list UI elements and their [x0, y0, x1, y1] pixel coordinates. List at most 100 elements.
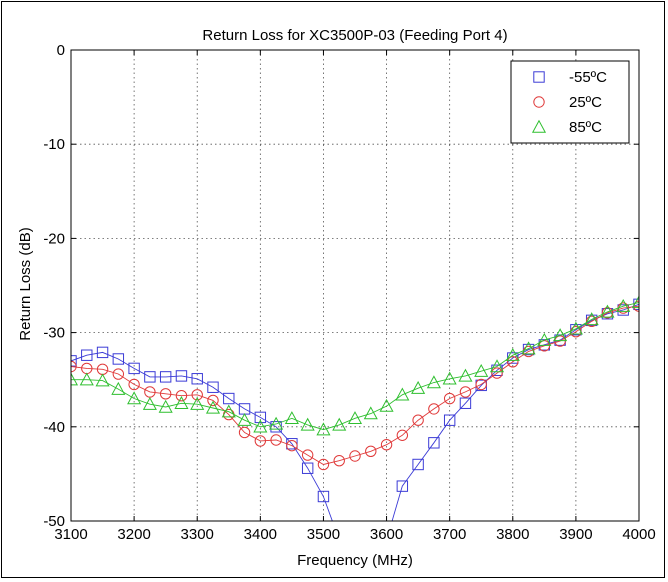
x-tick-label: 3600 — [370, 526, 403, 543]
data-point — [207, 394, 219, 407]
data-point — [507, 356, 519, 368]
data-point — [347, 411, 363, 425]
data-point — [412, 414, 424, 426]
data-point — [142, 396, 157, 410]
data-point — [316, 422, 331, 436]
data-point — [396, 480, 409, 492]
data-point — [443, 414, 456, 426]
data-point — [111, 381, 126, 395]
x-tick-label: 3700 — [433, 526, 466, 543]
x-tick-label: 3900 — [559, 526, 592, 543]
data-point — [270, 434, 282, 446]
y-tick-label: -30 — [43, 325, 65, 342]
y-axis-label: Return Loss (dB) — [17, 227, 34, 340]
data-point — [317, 458, 330, 471]
data-point — [537, 332, 552, 346]
x-tick-label: 3800 — [496, 526, 529, 543]
data-point — [505, 347, 520, 361]
x-tick-label: 3500 — [307, 526, 340, 543]
data-point — [191, 389, 203, 401]
data-point — [253, 419, 268, 433]
data-point — [631, 295, 639, 309]
data-point — [144, 371, 156, 383]
legend: -55ºC 25ºC 85ºC — [510, 60, 630, 144]
data-point — [96, 346, 109, 359]
x-tick-label: 4000 — [622, 526, 655, 543]
y-tick-label: 0 — [57, 42, 65, 59]
legend-label: 85ºC — [569, 119, 602, 136]
legend-marker — [533, 96, 545, 108]
data-point — [379, 398, 394, 412]
data-point — [363, 406, 378, 420]
data-point — [332, 417, 347, 431]
data-point — [71, 355, 77, 367]
data-point — [442, 371, 457, 385]
data-point — [128, 362, 140, 375]
data-point — [428, 403, 440, 415]
data-point — [600, 304, 615, 318]
data-point — [489, 359, 505, 373]
data-point — [191, 373, 203, 385]
x-tick-label: 3100 — [54, 526, 87, 543]
data-point — [174, 396, 189, 409]
data-point — [584, 312, 599, 326]
y-tick-label: -50 — [43, 513, 65, 530]
data-point — [205, 400, 221, 414]
y-tick-label: -20 — [43, 230, 65, 247]
legend-label: -55ºC — [569, 69, 607, 86]
data-point — [475, 378, 487, 391]
x-axis-label: Frequency (MHz) — [297, 552, 413, 569]
data-point — [237, 412, 252, 426]
data-point — [284, 411, 299, 425]
data-point — [396, 429, 409, 441]
data-point — [349, 450, 361, 462]
data-point — [71, 360, 77, 373]
data-point — [79, 372, 94, 386]
data-point — [175, 390, 188, 402]
data-point — [175, 370, 188, 382]
data-point — [443, 392, 456, 405]
data-point — [411, 380, 426, 394]
data-point — [190, 396, 205, 410]
data-point — [395, 387, 410, 401]
data-point — [301, 462, 314, 474]
x-tick-label: 3300 — [181, 526, 214, 543]
return-loss-chart: Return Loss for XC3500P-03 (Feeding Port… — [17, 27, 656, 569]
legend-label: 25ºC — [569, 94, 602, 111]
data-point — [158, 399, 173, 413]
data-point — [300, 417, 315, 431]
x-tick-label: 3400 — [244, 526, 277, 543]
data-point — [238, 426, 251, 439]
data-point — [254, 411, 267, 424]
data-point — [127, 391, 142, 405]
data-point — [112, 368, 125, 380]
plot-area: 3100 3200 3300 3400 3500 3600 3700 3800 3900 4000… — [43, 42, 655, 543]
data-point — [412, 458, 424, 471]
data-point — [459, 386, 472, 398]
data-point — [159, 371, 172, 383]
data-point — [269, 416, 284, 430]
data-point — [474, 363, 489, 377]
data-point — [521, 341, 536, 355]
data-point — [112, 353, 125, 365]
chart-title: Return Loss for XC3500P-03 (Feeding Port… — [202, 27, 507, 44]
data-point — [491, 367, 503, 379]
axes-box — [70, 49, 640, 522]
data-point — [616, 298, 631, 312]
data-point — [458, 368, 473, 382]
data-point — [333, 455, 345, 467]
series-3 — [71, 295, 639, 436]
data-point — [223, 392, 235, 405]
legend-box — [510, 60, 630, 144]
data-point — [428, 437, 440, 449]
data-point — [553, 328, 568, 342]
data-point — [317, 490, 330, 503]
data-point — [568, 321, 583, 335]
data-point — [380, 438, 393, 451]
data-point — [71, 372, 79, 386]
y-tick-label: -10 — [43, 136, 65, 153]
data-point — [601, 307, 614, 319]
legend-marker — [531, 119, 547, 133]
data-point — [254, 435, 267, 447]
